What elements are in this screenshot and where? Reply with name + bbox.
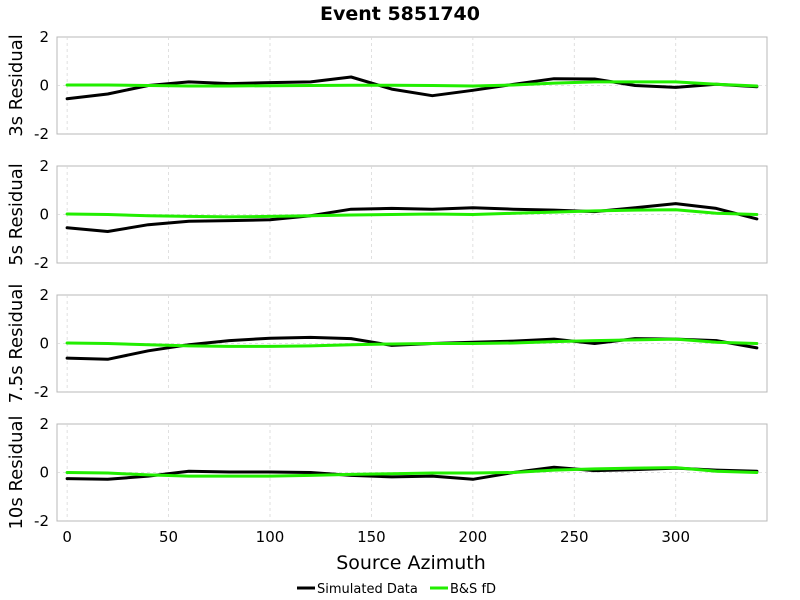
x-tick-label: 50 <box>159 528 178 546</box>
x-tick-label: 150 <box>357 528 386 546</box>
y-tick-label: 2 <box>39 415 49 433</box>
y-tick-label: 0 <box>39 335 49 353</box>
legend-label-simulated-data: Simulated Data <box>317 582 418 597</box>
legend: Simulated Data B&S fD <box>297 582 496 597</box>
x-tick-label: 100 <box>256 528 285 546</box>
y-axis-title: 3s Residual <box>6 34 27 137</box>
y-tick-label: -2 <box>34 512 49 530</box>
y-tick-label: -2 <box>34 254 49 272</box>
x-axis-title: Source Azimuth <box>336 552 486 574</box>
y-tick-label: 2 <box>39 28 49 46</box>
y-tick-label: 0 <box>39 77 49 95</box>
y-tick-label: 2 <box>39 157 49 175</box>
series-line-b-s-fd <box>65 466 759 478</box>
series-line-simulated-data <box>65 75 759 101</box>
legend-label-b-s-fd: B&S fD <box>450 582 496 597</box>
x-tick-label: 250 <box>560 528 589 546</box>
chart-title: Event 5851740 <box>320 3 480 25</box>
panel-3: -2 0 2 7.5s Residual <box>6 284 768 404</box>
panel-1: -2 0 2 3s Residual <box>6 28 768 143</box>
y-tick-label: -2 <box>34 125 49 143</box>
y-axis-title: 5s Residual <box>6 163 27 266</box>
series-line-simulated-data <box>65 202 759 233</box>
series-line-b-s-fd <box>65 337 759 348</box>
panel-4: -2 0 2 10s Residual 0 50 100 150 200 250 300 <box>6 415 768 546</box>
series-line-b-s-fd <box>65 80 759 88</box>
y-tick-label: 2 <box>39 286 49 304</box>
panel-2: -2 0 2 5s Residual <box>6 157 768 272</box>
y-tick-label: 0 <box>39 206 49 224</box>
y-axis-title: 7.5s Residual <box>6 284 27 404</box>
x-tick-label: 300 <box>661 528 690 546</box>
y-tick-label: 0 <box>39 464 49 482</box>
x-tick-label: 200 <box>459 528 488 546</box>
x-tick-label: 0 <box>62 528 72 546</box>
y-axis-title: 10s Residual <box>6 415 27 529</box>
y-tick-label: -2 <box>34 383 49 401</box>
series-line-b-s-fd <box>65 208 759 219</box>
chart-panels: -2 0 2 3s Residual -2 0 2 5s Residual -2 0 2 7.5s R… <box>6 28 768 546</box>
